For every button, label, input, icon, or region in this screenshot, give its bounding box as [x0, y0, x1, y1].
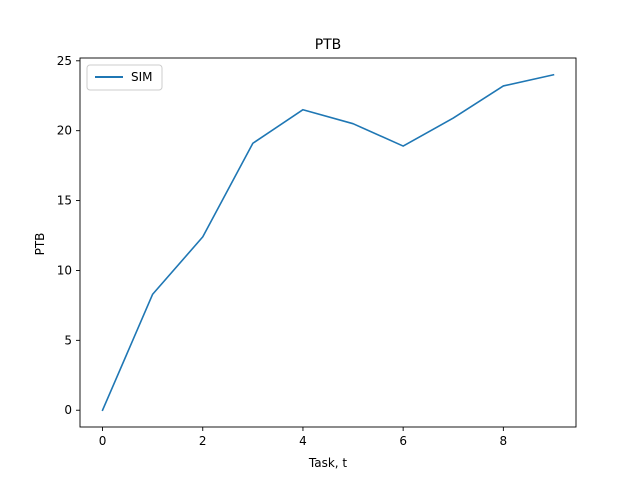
x-tick-label: 2 [199, 434, 207, 448]
x-tick-label: 8 [500, 434, 508, 448]
axes-frame [79, 57, 577, 428]
y-tick-label: 0 [64, 403, 72, 417]
x-axis-label: Task, t [308, 456, 348, 470]
x-tick-label: 6 [399, 434, 407, 448]
y-tick-label: 10 [57, 263, 72, 277]
legend-label-sim: SIM [131, 70, 153, 84]
axis-ticks: 0 2 4 6 8 0 5 10 15 20 25 [57, 54, 507, 448]
y-tick-label: 5 [64, 333, 72, 347]
chart-title: PTB [315, 37, 342, 53]
y-tick-label: 25 [57, 54, 72, 68]
x-tick-label: 0 [99, 434, 107, 448]
legend: SIM [86, 64, 163, 91]
y-tick-label: 20 [57, 124, 72, 138]
y-axis-label: PTB [33, 233, 47, 256]
series-line-sim [101, 73, 555, 412]
x-tick-label: 4 [299, 434, 307, 448]
legend-box [86, 64, 163, 91]
plot-area [79, 57, 577, 428]
y-tick-label: 15 [57, 194, 72, 208]
